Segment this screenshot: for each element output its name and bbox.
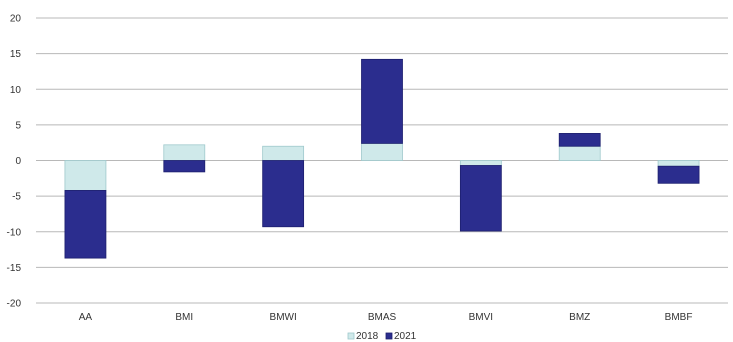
x-tick-label: BMWI: [270, 312, 297, 323]
bar-2021-BMAS: [361, 58, 403, 144]
x-tick-label: BMBF: [665, 312, 693, 323]
y-tick-label: 20: [10, 14, 22, 25]
y-tick-label: -15: [7, 263, 22, 274]
bar-2021-BMZ: [558, 133, 601, 147]
y-tick-label: 0: [15, 156, 21, 167]
y-tick-label: 10: [10, 85, 22, 96]
bar-2021-BMI: [163, 160, 206, 173]
x-axis-ticks: AA BMI BMWI BMAS BMVI BMZ BMBF: [79, 312, 693, 323]
bar-2018-BMWI: [262, 145, 305, 161]
bar-2018-BMZ: [558, 145, 601, 161]
legend-swatch-2021: [385, 332, 393, 340]
bar-2018-AA: [64, 160, 107, 191]
x-tick-label: BMZ: [569, 312, 590, 323]
legend-swatch-2018: [347, 332, 355, 340]
legend-label: 2021: [394, 331, 417, 342]
legend: 2018 2021: [347, 331, 417, 342]
y-tick-label: -10: [7, 227, 22, 238]
x-tick-label: BMI: [175, 312, 193, 323]
bar-2021-BMBF: [657, 165, 700, 184]
y-tick-label: 5: [15, 120, 21, 131]
y-tick-label: -20: [7, 299, 22, 310]
y-tick-label: -5: [12, 192, 21, 203]
bar-2018-BMAS: [361, 142, 403, 161]
x-tick-label: BMAS: [368, 312, 397, 323]
y-axis-ticks: 20 15 10 5 0 -5 -10 -15 -20: [7, 14, 22, 310]
bar-2021-AA: [64, 190, 107, 259]
x-tick-label: AA: [79, 312, 93, 323]
bar-2018-BMBF: [657, 160, 700, 167]
bar-2018-BMVI: [459, 160, 502, 166]
bar-2021-BMWI: [262, 160, 305, 228]
legend-label: 2018: [356, 331, 379, 342]
bars: [64, 58, 700, 259]
x-tick-label: BMVI: [469, 312, 493, 323]
y-tick-label: 15: [10, 49, 22, 60]
bar-2018-BMI: [163, 144, 206, 161]
bar-2021-BMVI: [459, 165, 502, 232]
